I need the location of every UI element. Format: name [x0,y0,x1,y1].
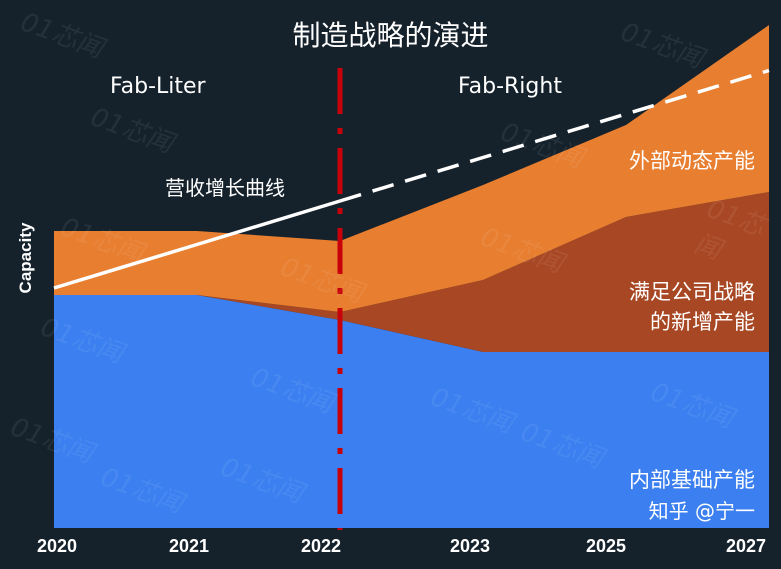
revenue-line-solid [53,199,341,290]
era-label-left: Fab-Liter [110,74,206,99]
strategic-capacity-label-2: 的新增产能 [650,310,755,334]
strategic-capacity-label-1: 满足公司战略 [629,280,755,304]
x-tick-label: 2022 [300,536,342,556]
x-tick-label: 2021 [168,536,210,556]
internal-capacity-label: 内部基础产能 [629,468,755,492]
revenue-line-label: 营收增长曲线 [165,176,285,200]
chart-title: 制造战略的演进 [292,19,489,52]
x-tick-label: 2020 [36,536,78,556]
x-tick-label: 2027 [725,536,767,556]
revenue-line-dashed [339,68,770,203]
x-tick-label: 2025 [585,536,627,556]
x-tick-label: 2023 [449,536,491,556]
credit-text: 知乎 @宁一 [648,499,755,523]
area-series-2 [54,25,769,312]
area-series-0 [54,295,769,528]
external-capacity-label: 外部动态产能 [629,149,755,173]
y-axis-label: Capacity [16,222,35,294]
area-series-1 [54,192,769,352]
era-label-right: Fab-Right [458,74,562,99]
